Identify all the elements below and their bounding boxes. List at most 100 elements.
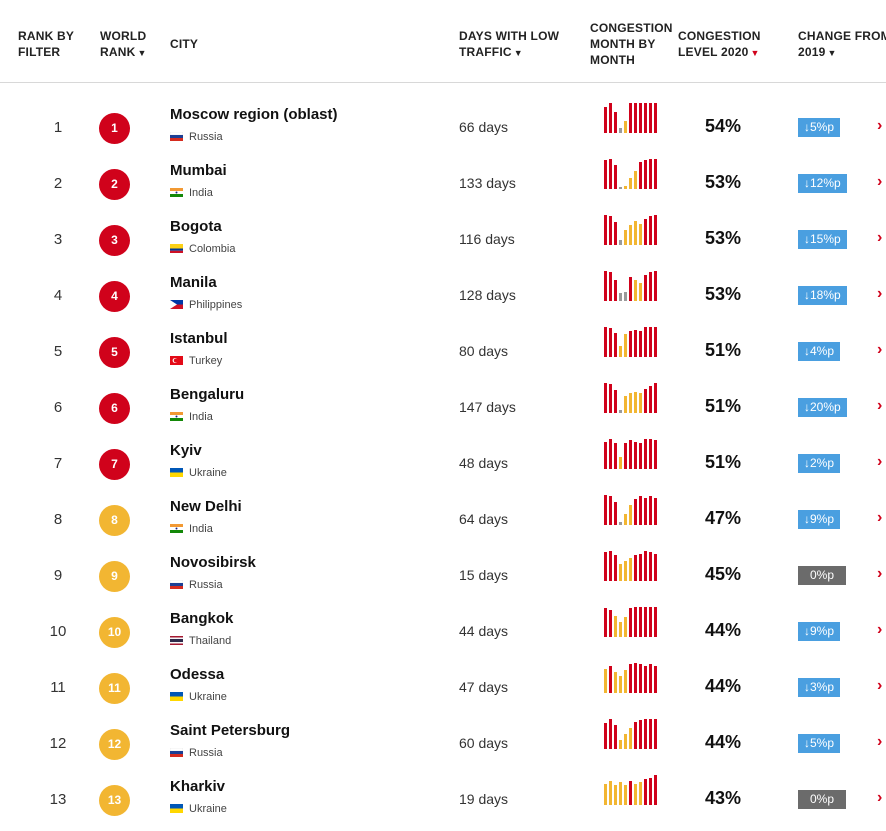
russia-flag-icon [170, 132, 183, 141]
month-bar [654, 215, 657, 245]
header-world-rank[interactable]: WORLD RANK ▼ [100, 28, 147, 61]
month-bar [644, 389, 647, 413]
month-bar [644, 551, 647, 581]
chevron-right-icon[interactable]: › [877, 677, 883, 694]
table-row[interactable]: 12 12 Saint Petersburg Russia 60 days 44% ↓5%p… [0, 719, 886, 775]
month-bar [634, 722, 637, 749]
header-congestion-level[interactable]: CONGESTION LEVEL 2020 ▼ [678, 28, 761, 61]
chevron-right-icon[interactable]: › [877, 173, 883, 190]
city-name[interactable]: Manila [170, 274, 217, 291]
chevron-right-icon[interactable]: › [877, 285, 883, 302]
header-days-low-traffic[interactable]: DAYS WITH LOW TRAFFIC ▼ [459, 28, 559, 61]
month-bar [634, 171, 637, 189]
congestion-level: 47% [705, 508, 742, 528]
header-world-rank-line1: WORLD [100, 29, 147, 43]
country-name: India [189, 411, 213, 423]
city-name[interactable]: New Delhi [170, 498, 242, 515]
chevron-right-icon[interactable]: › [877, 565, 883, 582]
month-bar [654, 103, 657, 133]
header-change-from[interactable]: CHANGE FROM 2019 ▼ [798, 28, 886, 61]
world-rank-badge: 7 [99, 449, 130, 480]
change-badge: ↓18%p [798, 286, 847, 305]
table-row[interactable]: 13 13 Kharkiv Ukraine 19 days 43% 0%p › [0, 775, 886, 831]
month-bar [604, 271, 607, 301]
table-row[interactable]: 5 5 Istanbul Turkey 80 days 51% ↓4%p › [0, 327, 886, 383]
month-bar [654, 607, 657, 637]
table-row[interactable]: 10 10 Bangkok Thailand 44 days 44% ↓9%p › [0, 607, 886, 663]
month-bar [644, 498, 647, 525]
country: Russia [170, 747, 223, 759]
month-bar [604, 215, 607, 245]
month-bar [604, 495, 607, 525]
table-row[interactable]: 11 11 Odessa Ukraine 47 days 44% ↓3%p › [0, 663, 886, 719]
month-bar [609, 328, 612, 357]
chevron-right-icon[interactable]: › [877, 733, 883, 750]
city-name[interactable]: Moscow region (oblast) [170, 106, 338, 123]
month-bar [619, 676, 622, 693]
chevron-right-icon[interactable]: › [877, 509, 883, 526]
month-bar [624, 292, 627, 301]
month-bar [624, 734, 627, 749]
city-name[interactable]: Bengaluru [170, 386, 245, 403]
month-bar [609, 719, 612, 749]
chevron-right-icon[interactable]: › [877, 621, 883, 638]
sort-down-icon: ▼ [137, 48, 147, 58]
month-bar [609, 666, 612, 693]
table-row[interactable]: 9 9 Novosibirsk Russia 15 days 45% 0%p › [0, 551, 886, 607]
country: India [170, 411, 213, 423]
india-flag-icon [170, 412, 183, 421]
month-bar [604, 327, 607, 357]
chevron-right-icon[interactable]: › [877, 229, 883, 246]
header-level-line2: LEVEL 2020 [678, 45, 749, 59]
city-name[interactable]: Kyiv [170, 442, 202, 459]
month-bar [624, 396, 627, 413]
table-row[interactable]: 4 4 Manila Philippines 128 days 53% ↓18%p › [0, 271, 886, 327]
month-bar [634, 499, 637, 525]
header-days-line1: DAYS WITH LOW [459, 29, 560, 43]
city-name[interactable]: Bangkok [170, 610, 234, 627]
table-row[interactable]: 2 2 Mumbai India 133 days 53% ↓12%p › [0, 159, 886, 215]
month-bar [604, 723, 607, 749]
month-bar [639, 162, 642, 189]
city-name[interactable]: Saint Petersburg [170, 722, 291, 739]
table-row[interactable]: 3 3 Bogota Colombia 116 days 53% ↓15%p › [0, 215, 886, 271]
days-low-traffic: 80 days [459, 343, 509, 359]
month-bar [614, 555, 617, 581]
city-name[interactable]: Odessa [170, 666, 225, 683]
congestion-month-chart [604, 607, 657, 637]
month-bar [654, 327, 657, 357]
city-name[interactable]: Istanbul [170, 330, 228, 347]
month-bar [629, 505, 632, 525]
chevron-right-icon[interactable]: › [877, 117, 883, 134]
table-row[interactable]: 1 1 Moscow region (oblast) Russia 66 days 54%… [0, 103, 886, 159]
city-name[interactable]: Mumbai [170, 162, 227, 179]
month-bar [614, 390, 617, 413]
change-badge: ↓4%p [798, 342, 841, 361]
header-city[interactable]: CITY [170, 36, 198, 52]
month-bar [614, 785, 617, 805]
table-row[interactable]: 6 6 Bengaluru India 147 days 51% ↓20%p › [0, 383, 886, 439]
chevron-right-icon[interactable]: › [877, 397, 883, 414]
chevron-right-icon[interactable]: › [877, 341, 883, 358]
chevron-right-icon[interactable]: › [877, 453, 883, 470]
city-name[interactable]: Bogota [170, 218, 222, 235]
days-low-traffic: 60 days [459, 735, 509, 751]
month-bar [644, 327, 647, 357]
month-bar [644, 103, 647, 133]
ukraine-flag-icon [170, 804, 183, 813]
city-name[interactable]: Novosibirsk [170, 554, 256, 571]
month-bar [644, 779, 647, 805]
header-rank-by-filter[interactable]: RANK BY FILTER [18, 28, 74, 60]
rank-by-filter: 10 [49, 623, 67, 640]
month-bar [649, 664, 652, 693]
month-bar [649, 159, 652, 189]
city-name[interactable]: Kharkiv [170, 778, 226, 795]
month-bar [649, 778, 652, 805]
month-bar [639, 720, 642, 749]
rank-by-filter: 1 [53, 119, 63, 136]
ukraine-flag-icon [170, 692, 183, 701]
table-row[interactable]: 8 8 New Delhi India 64 days 47% ↓9%p › [0, 495, 886, 551]
header-congestion-month-line3: MONTH [590, 53, 635, 67]
chevron-right-icon[interactable]: › [877, 789, 883, 806]
table-row[interactable]: 7 7 Kyiv Ukraine 48 days 51% ↓2%p › [0, 439, 886, 495]
